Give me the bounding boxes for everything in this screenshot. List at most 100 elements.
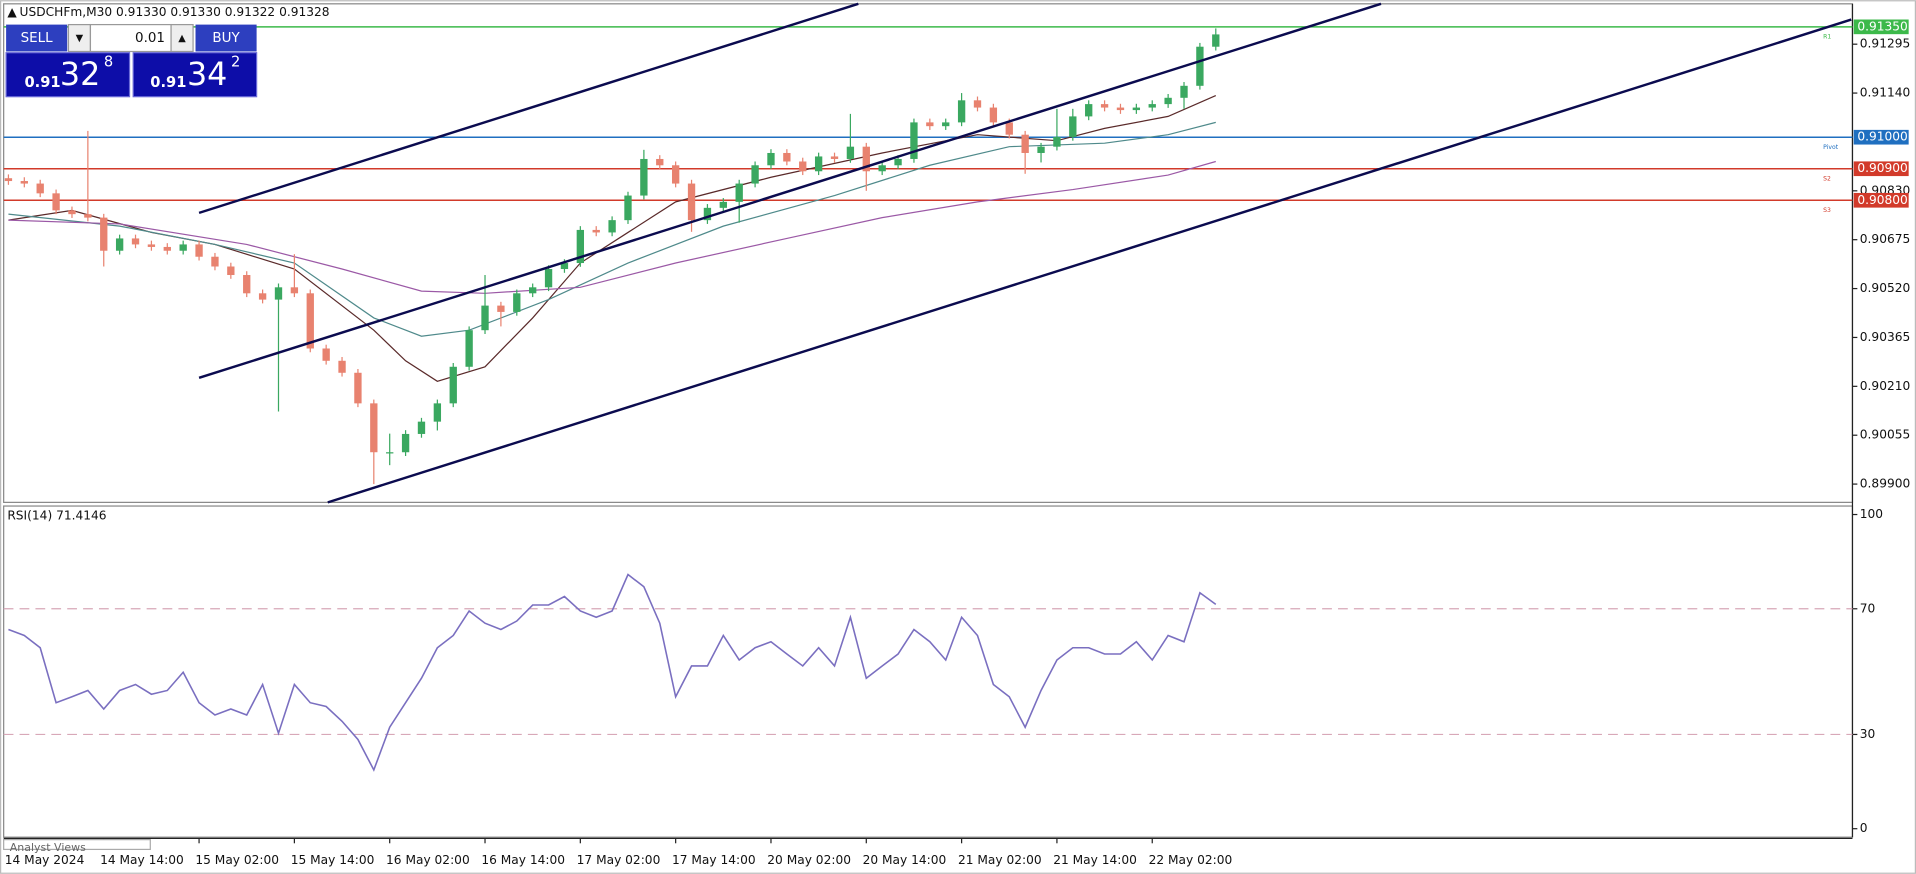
candle-body xyxy=(560,263,569,270)
level-tag xyxy=(1853,129,1909,145)
candle-body xyxy=(1132,107,1141,111)
lot-up[interactable] xyxy=(170,23,194,53)
y-tick-label: 0.91295 xyxy=(1860,37,1910,51)
trendline xyxy=(327,18,1852,504)
candle-body xyxy=(783,152,791,162)
moving-average xyxy=(8,160,1216,294)
candle-body xyxy=(846,146,855,159)
candle-body xyxy=(417,421,426,434)
buy-button[interactable] xyxy=(195,24,257,52)
buy-label: BUY xyxy=(212,31,240,46)
candle-body xyxy=(20,181,28,184)
x-tick-label: 15 May 02:00 xyxy=(195,853,279,867)
x-tick-label: 14 May 14:00 xyxy=(100,853,184,867)
level-name: S3 xyxy=(1823,207,1831,214)
candle-body xyxy=(1037,146,1045,153)
x-tick-label: 16 May 14:00 xyxy=(481,853,565,867)
plot: 0.912950.911400.908300.906750.905200.903… xyxy=(3,2,1910,867)
symbol-line: USDCHFm,M30 0.91330 0.91330 0.91322 0.91… xyxy=(20,5,330,19)
y-tick-label: 100 xyxy=(1860,507,1883,521)
lot-input[interactable] xyxy=(89,23,172,53)
candle-body xyxy=(52,193,60,211)
footer-tab[interactable] xyxy=(3,839,151,851)
candle-body xyxy=(926,122,934,127)
candle-body xyxy=(131,238,140,245)
candle-body xyxy=(862,146,870,172)
level-name: R1 xyxy=(1823,34,1831,41)
rsi-line xyxy=(8,573,1217,772)
x-tick-label: 15 May 14:00 xyxy=(291,853,375,867)
candle-body xyxy=(274,287,283,300)
x-tick-label: 20 May 14:00 xyxy=(863,853,947,867)
candle-body xyxy=(973,100,982,108)
candle-body xyxy=(258,293,267,300)
y-tick-label: 0.91140 xyxy=(1860,86,1910,100)
candle-body xyxy=(878,165,886,172)
level-tag-label: 0.90900 xyxy=(1857,161,1907,175)
candle-body xyxy=(703,207,712,221)
sell-price-box[interactable] xyxy=(5,52,131,98)
candle-body xyxy=(656,158,664,166)
buy-price-big: 0.91 xyxy=(150,74,186,91)
sell-button[interactable] xyxy=(6,24,68,52)
candle-body xyxy=(68,210,76,215)
rsi-title: RSI(14) 71.4146 xyxy=(7,508,106,522)
candle-body xyxy=(687,183,696,221)
candle-body xyxy=(767,152,775,166)
x-tick-label: 20 May 02:00 xyxy=(767,853,851,867)
x-tick-label: 21 May 14:00 xyxy=(1053,853,1137,867)
buy-price-box[interactable] xyxy=(132,52,258,98)
buy-price-main: 34 xyxy=(187,57,227,93)
buy-price-small: 2 xyxy=(231,53,240,70)
sell-price-big: 0.91 xyxy=(24,74,60,91)
level-tag xyxy=(1853,161,1909,177)
y-tick-label: 0.90520 xyxy=(1860,281,1910,295)
candle-body xyxy=(338,360,346,373)
candle-body xyxy=(4,178,13,182)
candle-body xyxy=(894,158,902,166)
y-tick-label: 0.90365 xyxy=(1860,330,1910,344)
candle-body xyxy=(942,122,950,127)
candle-body xyxy=(751,165,759,184)
candle-body xyxy=(1053,136,1061,147)
moving-average xyxy=(8,95,1217,382)
candle-body xyxy=(1180,85,1188,98)
candle-body xyxy=(910,122,918,159)
candle-body xyxy=(719,201,727,208)
candle-body xyxy=(1069,116,1077,137)
lot-up-arrow: ▲ xyxy=(178,33,186,44)
candle-body xyxy=(814,156,823,172)
candle-body xyxy=(1116,107,1125,111)
candle-body xyxy=(1100,104,1109,108)
candle-body xyxy=(195,244,203,257)
candle-body xyxy=(1212,34,1220,47)
y-tick-label: 0.89900 xyxy=(1860,477,1910,491)
lot-value: 0.01 xyxy=(135,31,165,46)
candle-body xyxy=(592,229,600,233)
x-tick-label: 17 May 02:00 xyxy=(577,853,661,867)
candle-body xyxy=(306,293,314,349)
sell-label: SELL xyxy=(21,31,54,46)
candle-body xyxy=(957,100,966,123)
candle-body xyxy=(211,256,219,267)
level-tag-label: 0.90800 xyxy=(1857,193,1907,207)
candle-body xyxy=(322,348,330,361)
candle-body xyxy=(1164,97,1172,105)
collapse-arrow[interactable]: ▲ xyxy=(7,5,17,19)
level-name: S2 xyxy=(1823,176,1831,183)
y-tick-label: 0 xyxy=(1860,821,1868,835)
candle-body xyxy=(401,433,410,453)
candle-body xyxy=(290,287,299,294)
candle-body xyxy=(671,165,680,184)
candle-body xyxy=(433,403,442,422)
sell-price-main: 32 xyxy=(60,57,100,93)
candle-body xyxy=(465,330,473,367)
x-tick-label: 14 May 2024 xyxy=(5,853,85,867)
trade-panel: SELL ▼ 0.01 ▲ BUY 0.91 32 8 0.91 34 2 xyxy=(5,23,258,98)
candle-body xyxy=(513,293,521,312)
candle-body xyxy=(1085,104,1093,117)
candle-body xyxy=(1148,104,1156,108)
x-tick-label: 17 May 14:00 xyxy=(672,853,756,867)
